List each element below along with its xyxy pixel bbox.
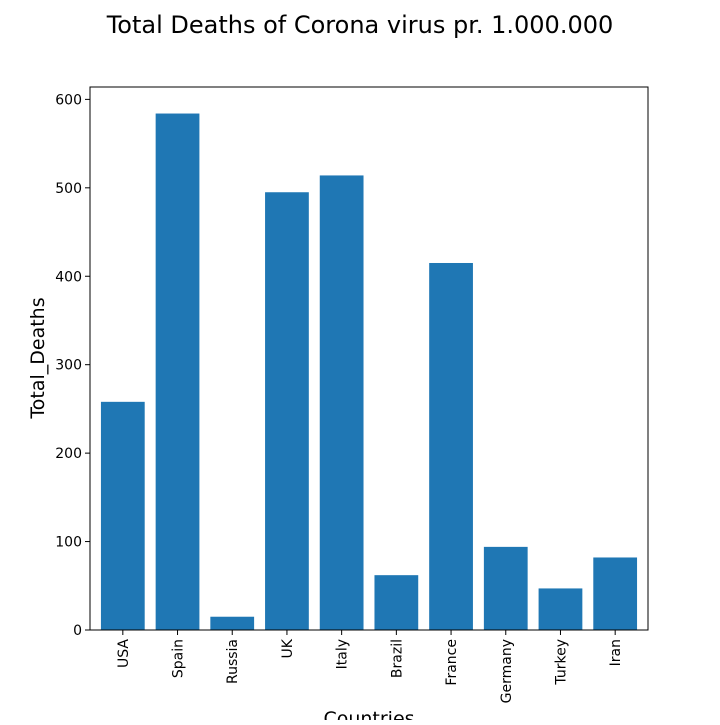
y-tick-label: 400	[55, 269, 82, 285]
y-tick-label: 600	[55, 92, 82, 108]
bar-iran	[593, 557, 638, 630]
y-tick-label: 0	[73, 623, 82, 639]
bar-turkey	[538, 588, 583, 630]
plot-frame	[89, 86, 649, 631]
x-tick-label: Germany	[499, 639, 515, 703]
x-tick-label: Russia	[225, 639, 241, 684]
bar-usa	[100, 401, 145, 630]
bar-russia	[210, 616, 255, 630]
bar-uk	[265, 192, 309, 631]
x-tick-label: USA	[116, 639, 132, 668]
x-tick-label: Italy	[335, 639, 351, 669]
x-tick-label: France	[444, 639, 460, 686]
x-tick-label: Iran	[608, 639, 624, 666]
y-tick-label: 200	[55, 446, 82, 462]
bar-italy	[319, 175, 364, 630]
x-axis-label: Countries	[323, 708, 414, 720]
x-tick-label: Spain	[171, 639, 187, 678]
bar-france	[429, 262, 473, 630]
bar-germany	[483, 546, 528, 630]
chart-title: Total Deaths of Corona virus pr. 1.000.0…	[106, 11, 614, 39]
y-tick-label: 300	[55, 358, 82, 374]
y-axis: 0 100 200 300 400 500 600	[55, 92, 90, 639]
y-tick-label: 100	[55, 535, 82, 551]
y-tick-label: 500	[55, 181, 82, 197]
x-tick-label: Turkey	[553, 639, 569, 686]
y-axis-label: Total_Deaths	[27, 297, 49, 419]
x-tick-label: Brazil	[389, 639, 405, 678]
bars-layer	[100, 113, 638, 631]
bar-spain	[155, 113, 200, 630]
bar-brazil	[374, 575, 419, 630]
x-axis: USA Spain Russia UK Italy Brazil France Germany…	[116, 630, 624, 703]
x-tick-label: UK	[280, 638, 296, 658]
